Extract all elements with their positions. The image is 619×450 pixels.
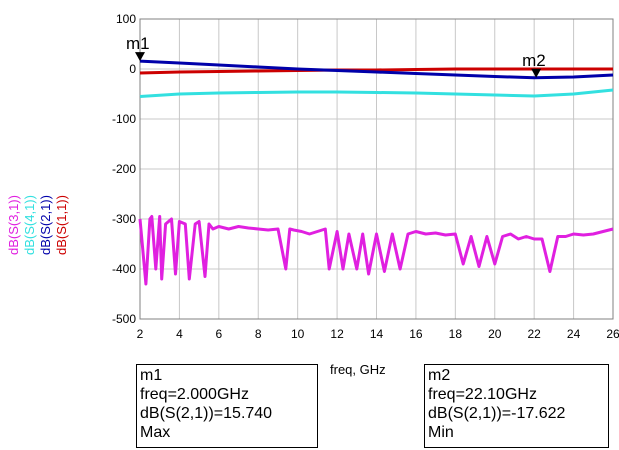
y-tick-label: -200 (112, 162, 136, 176)
y-tick-label: -100 (112, 112, 136, 126)
x-tick-label: 16 (409, 327, 423, 341)
marker-m2-readout: m2 freq=22.10GHz dB(S(2,1))=-17.622 Min (424, 364, 609, 448)
y-tick-label: -300 (112, 212, 136, 226)
marker-m1-freq: freq=2.000GHz (140, 386, 249, 403)
x-tick-label: 26 (606, 327, 619, 341)
marker-m2-name: m2 (428, 367, 451, 384)
x-axis-label: freq, GHz (330, 362, 386, 377)
marker-label: m1 (126, 34, 150, 53)
series-line (139, 59, 614, 80)
marker-m1-name: m1 (140, 367, 163, 384)
y-tick-label: 100 (116, 12, 136, 26)
marker-m1-kind: Max (140, 424, 171, 441)
y-tick-labels: 100 0 -100 -200 -300 -400 -500 (112, 12, 136, 326)
legend-entry: dB(S(4,1)) (22, 195, 37, 255)
x-tick-label: 22 (527, 327, 541, 341)
marker-m2-value: dB(S(2,1))=-17.622 (428, 405, 566, 422)
x-tick-label: 24 (567, 327, 581, 341)
y-tick-label: -500 (112, 312, 136, 326)
legend-entry: dB(S(3,1)) (6, 195, 21, 255)
marker-m2-freq: freq=22.10GHz (428, 386, 537, 403)
legend-entry: dB(S(1,1)) (54, 195, 69, 255)
x-tick-label: 18 (449, 327, 463, 341)
marker-m1-readout: m1 freq=2.000GHz dB(S(2,1))=15.740 Max (136, 364, 318, 448)
series-line (138, 215, 614, 286)
marker-m1-value: dB(S(2,1))=15.740 (140, 405, 273, 422)
x-tick-label: 8 (255, 327, 262, 341)
marker-label: m2 (522, 51, 546, 70)
marker-group: m1 m2 (126, 34, 546, 78)
x-tick-label: 12 (330, 327, 344, 341)
x-tick-labels: 2 4 6 8 10 12 14 16 18 20 22 24 26 (137, 327, 619, 341)
y-tick-label: 0 (129, 62, 136, 76)
plot-frame (139, 18, 614, 320)
x-tick-label: 4 (176, 327, 183, 341)
marker-triangle (531, 68, 542, 78)
series-line (139, 88, 614, 98)
legend-entry: dB(S(2,1)) (38, 195, 53, 255)
x-tick-label: 2 (137, 327, 144, 341)
x-tick-label: 10 (291, 327, 305, 341)
x-tick-label: 20 (488, 327, 502, 341)
marker-m2-kind: Min (428, 424, 454, 441)
legend: dB(S(3,1)) dB(S(4,1)) dB(S(2,1)) dB(S(1,1)) (6, 195, 69, 255)
x-tick-label: 14 (370, 327, 384, 341)
x-tick-label: 6 (215, 327, 222, 341)
y-tick-label: -400 (112, 262, 136, 276)
marker-triangle (135, 52, 145, 62)
